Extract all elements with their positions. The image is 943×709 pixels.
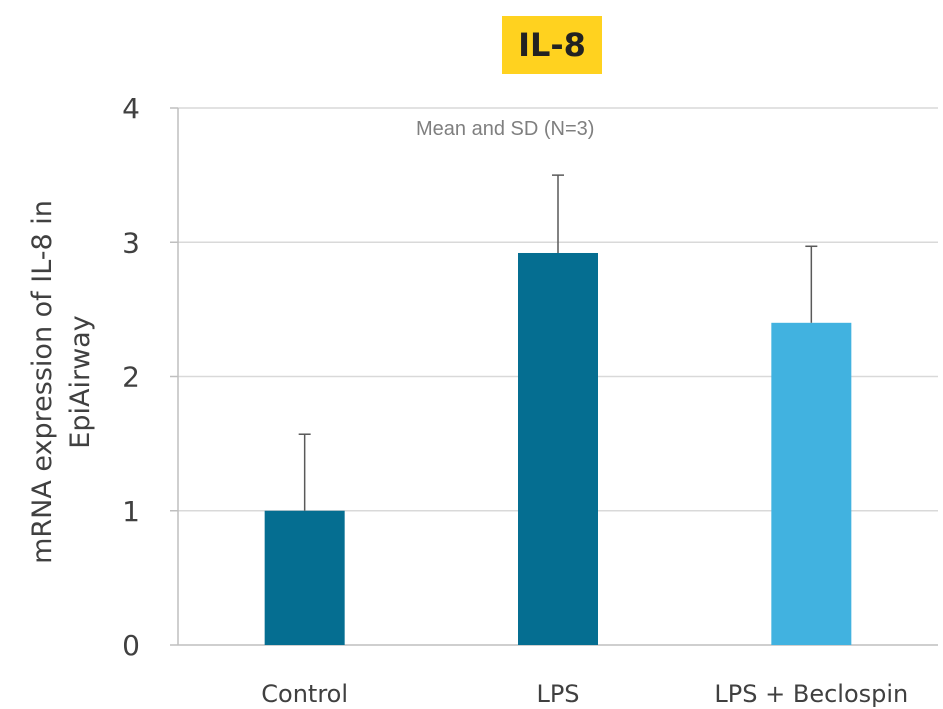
x-category-label: LPS + Beclospin — [714, 680, 908, 708]
y-axis-label-line-1: mRNA expression of IL-8 in — [27, 200, 58, 564]
bars — [264, 252, 852, 646]
bar — [264, 510, 345, 645]
chart-subtitle: Mean and SD (N=3) — [416, 118, 595, 140]
y-tick-label: 3 — [122, 226, 140, 259]
x-category-label: LPS — [536, 680, 579, 708]
chart-title: IL-8 — [518, 26, 586, 64]
y-tick-label: 1 — [122, 495, 140, 528]
bar — [518, 252, 598, 646]
x-category-labels: Control LPS LPS + Beclospin — [261, 680, 908, 708]
y-tick-label: 0 — [122, 629, 140, 662]
error-bars — [298, 174, 818, 511]
bar — [771, 322, 852, 645]
chart-title-highlight: IL-8 — [502, 16, 602, 74]
y-axis-label-line-2: EpiAirway — [65, 315, 96, 449]
x-category-label: Control — [261, 680, 348, 708]
y-tick-labels: 0 1 2 3 4 — [122, 92, 140, 662]
y-axis-label: mRNA expression of IL-8 in EpiAirway — [24, 200, 100, 564]
y-tick-label: 2 — [122, 361, 140, 394]
y-tick-label: 4 — [122, 92, 140, 125]
